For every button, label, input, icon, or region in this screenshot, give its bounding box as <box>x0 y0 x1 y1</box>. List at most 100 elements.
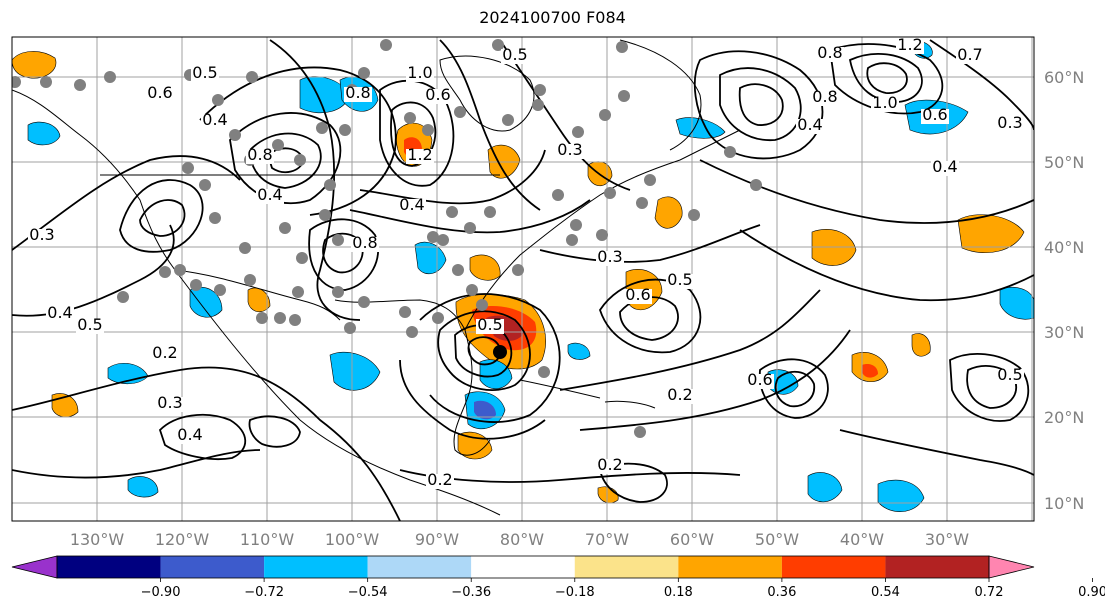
contour-line <box>559 289 821 391</box>
hudson-bay <box>439 55 535 132</box>
shade-patch <box>414 241 447 275</box>
shade-patch <box>957 214 1025 254</box>
gray-dot <box>239 242 251 254</box>
colorbar: −0.90 −0.72 −0.54 −0.36 −0.18 0.18 0.36 0.54 0.7… <box>11 555 1105 600</box>
colorbar-segment <box>781 556 886 578</box>
contour-label: 0.7 <box>957 45 982 64</box>
contour-line <box>439 39 541 211</box>
gray-dot <box>464 222 476 234</box>
gray-dot <box>432 312 444 324</box>
gray-dot <box>229 129 241 141</box>
shade-patch <box>807 472 843 503</box>
contour-label: 0.8 <box>247 145 272 164</box>
gray-dot-markers <box>12 39 762 438</box>
contour-label: 0.4 <box>47 303 72 322</box>
contour-label-bg <box>351 237 379 252</box>
contour-label-bg <box>146 87 174 102</box>
longitude-label: 80°W <box>500 530 544 549</box>
contour-label-bg <box>896 39 924 54</box>
contour-label: 0.5 <box>502 45 527 64</box>
gray-dot <box>292 286 304 298</box>
contour-label: 0.4 <box>399 195 424 214</box>
shade-patch <box>911 333 931 357</box>
gray-dot <box>209 212 221 224</box>
contour-label-bg <box>406 67 434 82</box>
contour-label-bg <box>596 251 624 266</box>
contour-label: 1.0 <box>407 63 432 82</box>
shade-patch <box>27 121 61 146</box>
contour-label-bg <box>191 67 219 82</box>
gray-dot <box>319 209 331 221</box>
map-title: 2024100700 F084 <box>479 8 626 27</box>
contour-label: 0.5 <box>997 365 1022 384</box>
gray-dot <box>406 326 418 338</box>
contour-label-bg <box>996 369 1024 384</box>
gray-dot <box>316 122 328 134</box>
gray-dot <box>344 322 356 334</box>
contour-label-layer: 0.8 0.5 1.2 0.7 0.6 0.5 0.8 1.0 0.6 0.4 0.3 0.8 0.4 1… <box>28 37 1024 489</box>
gray-dot <box>644 174 656 186</box>
contour-line <box>12 155 241 251</box>
latitude-label: 20°N <box>1044 408 1084 427</box>
gray-dot <box>332 286 344 298</box>
shade-patch <box>474 400 496 420</box>
longitude-label: 100°W <box>325 530 380 549</box>
contour-label: 0.8 <box>817 43 842 62</box>
contour-label: 0.2 <box>152 343 177 362</box>
contour-label: 0.6 <box>922 105 947 124</box>
latitude-label: 50°N <box>1044 153 1084 172</box>
contour-lines <box>12 39 1034 521</box>
gray-dot <box>289 314 301 326</box>
contour-line <box>437 310 531 391</box>
longitude-label: 120°W <box>155 530 210 549</box>
contour-line <box>158 413 247 461</box>
coastline-east <box>464 129 741 331</box>
colorbar-tick-label: −0.72 <box>244 585 284 600</box>
contour-label: 0.4 <box>257 185 282 204</box>
gray-dot <box>212 94 224 106</box>
gray-dot <box>117 291 129 303</box>
contour-label-bg <box>344 87 372 102</box>
gray-dot <box>332 234 344 246</box>
colorbar-right-arrow <box>988 555 1035 579</box>
gray-dot <box>404 112 416 124</box>
contour-label-bg <box>426 474 454 489</box>
contour-label-bg <box>256 189 284 204</box>
contour-label-bg <box>624 289 652 304</box>
gray-dot <box>534 84 546 96</box>
gray-dot <box>596 229 608 241</box>
gray-dot <box>454 106 466 118</box>
gray-dot <box>422 124 434 136</box>
gray-dot <box>256 312 268 324</box>
gray-dot <box>190 279 202 291</box>
shade-patch <box>329 351 381 391</box>
contour-label: 0.5 <box>77 315 102 334</box>
gray-dot <box>427 231 439 243</box>
contour-line <box>499 39 631 191</box>
contour-label-bg <box>424 89 452 104</box>
gray-dot <box>538 366 550 378</box>
contour-label-bg <box>666 274 694 289</box>
cuba-coast <box>519 379 601 399</box>
gray-dot <box>512 264 524 276</box>
gray-dot <box>572 126 584 138</box>
colorbar-left-arrow <box>11 555 58 579</box>
shade-patch <box>862 364 878 378</box>
contour-line <box>949 353 1030 422</box>
longitude-label: 30°W <box>925 530 969 549</box>
latitude-label: 40°N <box>1044 238 1084 257</box>
colorbar-segment <box>160 556 265 578</box>
contour-label-bg <box>156 397 184 412</box>
contour-label: 0.4 <box>932 157 957 176</box>
gray-dot <box>484 206 496 218</box>
gray-dot <box>552 189 564 201</box>
contour-line <box>119 179 204 253</box>
contour-label: 0.6 <box>425 85 450 104</box>
shade-patch <box>999 287 1034 320</box>
contour-label: 0.8 <box>352 233 377 252</box>
colorbar-tick-label: 0.18 <box>664 585 693 600</box>
contour-line <box>269 39 361 321</box>
contour-line <box>12 366 401 521</box>
contour-line <box>693 50 824 160</box>
gray-dot <box>339 124 351 136</box>
